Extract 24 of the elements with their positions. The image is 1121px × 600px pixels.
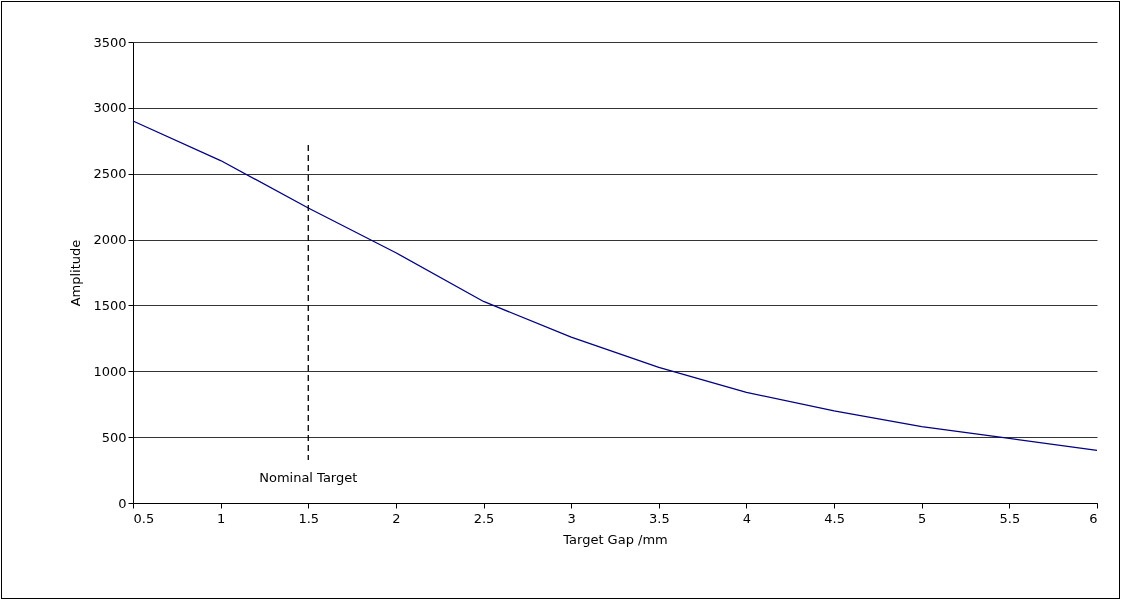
x-tick-label: 2 [392,510,401,526]
x-tick-label: 4 [742,510,752,526]
y-tick-label: 1000 [93,363,127,379]
ref-line-label: Nominal Target [259,470,358,485]
x-tick-label: 1 [217,510,226,526]
x-tick-label: 6 [1089,510,1098,526]
y-tick-label: 2500 [93,166,127,182]
x-axis-title: Target Gap /mm [562,531,668,547]
x-tick-label: 2.5 [473,510,495,526]
x-tick-label: 1.5 [298,510,320,526]
y-tick-label: 3500 [93,34,127,50]
y-tick-label: 2000 [93,232,127,248]
x-tick-label: 4.5 [824,510,845,526]
x-tick-label: 3 [567,510,576,526]
y-axis-title: Amplitude [68,239,84,307]
line-series [132,120,1098,451]
x-tick-label: 5.5 [999,510,1021,526]
x-tick-label: 3.5 [648,510,670,526]
y-tick-label: 3000 [93,100,127,116]
y-tick-label: 0 [118,495,127,511]
y-tick-label: 500 [101,429,127,445]
x-tick-label: 0.5 [133,510,155,526]
y-tick-label: 1500 [93,297,127,313]
x-tick-label: 5 [918,510,927,526]
